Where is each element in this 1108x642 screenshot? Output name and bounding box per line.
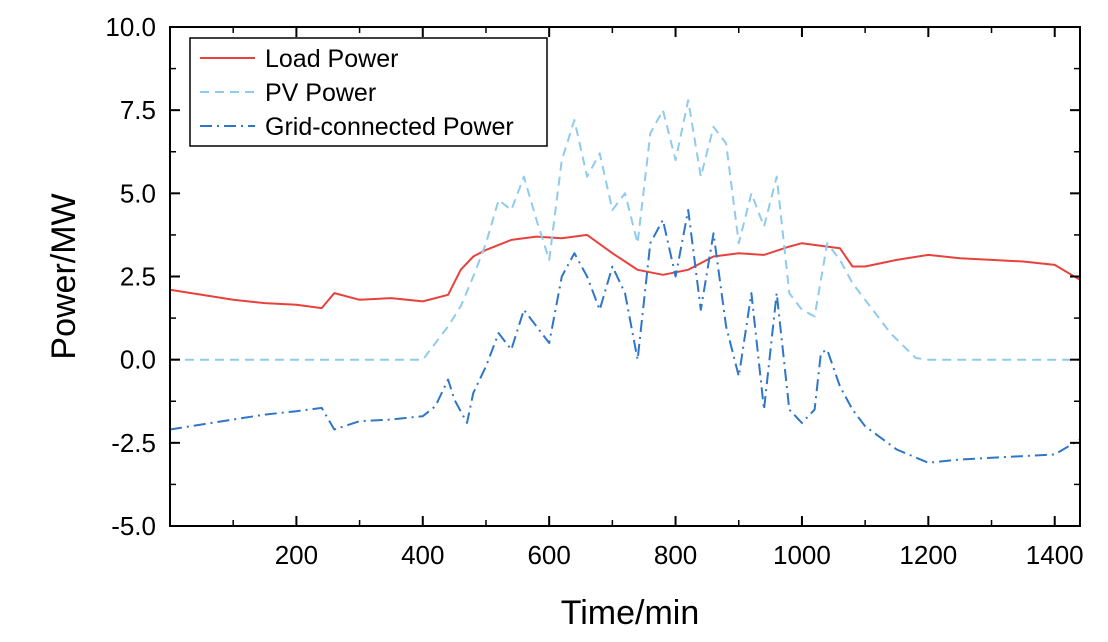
x-tick-label: 400 <box>401 540 444 570</box>
x-tick-label: 800 <box>654 540 697 570</box>
x-tick-label: 1400 <box>1026 540 1084 570</box>
y-axis-title: Power/MW <box>45 193 83 359</box>
y-tick-label: 5.0 <box>120 178 156 208</box>
x-tick-label: 1200 <box>899 540 957 570</box>
y-tick-label: 7.5 <box>120 95 156 125</box>
y-tick-label: -2.5 <box>111 428 156 458</box>
series-line-grid-connected-power <box>169 209 1081 464</box>
series-line-load-power <box>169 233 1081 310</box>
legend-label-0: Load Power <box>265 45 398 73</box>
legend-label-1: PV Power <box>265 79 376 107</box>
x-axis-title: Time/min <box>561 594 700 632</box>
x-tick-label: 600 <box>527 540 570 570</box>
legend-label-2: Grid-connected Power <box>265 113 514 141</box>
x-tick-label: 1000 <box>773 540 831 570</box>
y-tick-label: 2.5 <box>120 262 156 292</box>
x-tick-label: 200 <box>275 540 318 570</box>
y-tick-label: -5.0 <box>111 511 156 541</box>
series-line-pv-power <box>170 99 1080 361</box>
y-tick-label: 10.0 <box>105 12 156 42</box>
y-tick-label: 0.0 <box>120 345 156 375</box>
